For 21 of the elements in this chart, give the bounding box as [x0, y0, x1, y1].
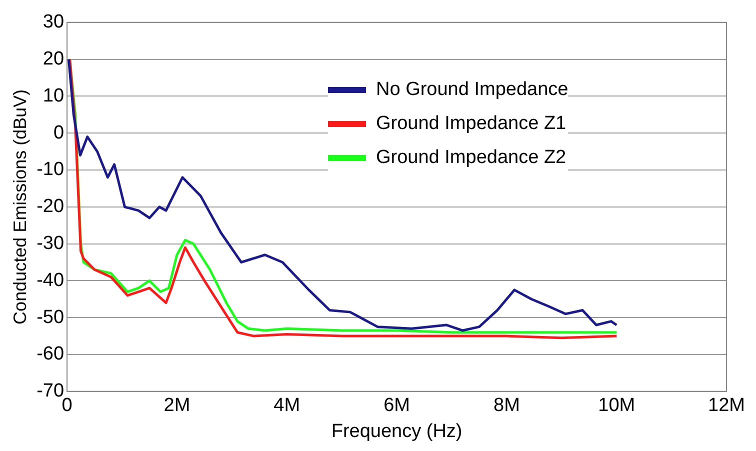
y-tick-label: 30 [42, 12, 64, 33]
y-tick-label: 0 [53, 122, 64, 144]
legend-label: Ground Impedance Z2 [376, 146, 566, 170]
x-tick-label: 2M [164, 395, 190, 416]
x-axis-title: Frequency (Hz) [331, 420, 462, 442]
y-tick-label: -10 [36, 159, 64, 180]
y-tick-label: -40 [36, 270, 64, 291]
y-tick-label: 10 [42, 85, 64, 106]
legend-label: No Ground Impedance [376, 78, 568, 102]
x-tick-label: 6M [384, 395, 410, 416]
x-tick-label: 8M [493, 395, 520, 416]
y-tick-label: -60 [36, 344, 64, 365]
y-tick-label: -20 [36, 196, 64, 218]
y-tick-label: -30 [36, 233, 64, 254]
y-axis-title: Conducted Emissions (dBuV) [10, 89, 30, 324]
x-tick-label: 10M [598, 395, 636, 416]
x-tick-label: 4M [274, 395, 300, 416]
legend-label: Ground Impedance Z1 [376, 112, 566, 136]
x-tick-label: 12M [708, 395, 746, 416]
y-tick-label: -50 [36, 306, 64, 328]
y-tick-label: 20 [42, 48, 64, 70]
